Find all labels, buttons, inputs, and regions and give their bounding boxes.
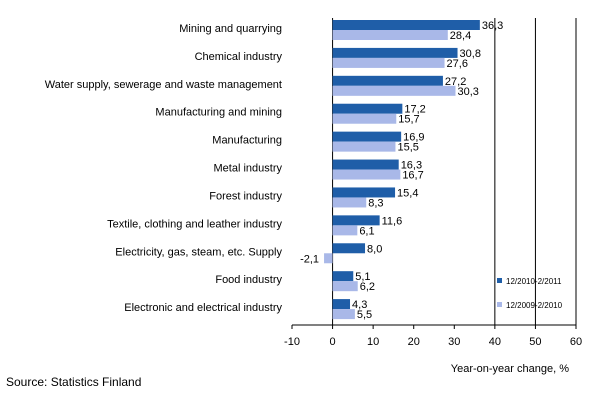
bar bbox=[332, 159, 399, 170]
bar-value-label: 27,2 bbox=[445, 76, 466, 88]
category-label: Metal industry bbox=[214, 163, 283, 175]
source-note: Source: Statistics Finland bbox=[6, 375, 142, 389]
bar bbox=[332, 75, 443, 86]
x-tick-labels: -10 0 10 20 30 40 50 60 bbox=[284, 325, 582, 348]
bar bbox=[332, 103, 403, 114]
bar bbox=[332, 85, 456, 96]
bar-value-label: 27,6 bbox=[447, 58, 468, 70]
x-tick-label: 40 bbox=[489, 336, 501, 348]
x-tick-label: 60 bbox=[570, 336, 582, 348]
category-label: Electricity, gas, steam, etc. Supply bbox=[115, 246, 282, 258]
bar bbox=[332, 113, 397, 124]
category-labels: Mining and quarrying Chemical industry Wat… bbox=[45, 23, 283, 314]
bar-value-label: 15,5 bbox=[397, 142, 418, 154]
bar-value-label: 8,3 bbox=[368, 197, 383, 209]
category-label: Chemical industry bbox=[195, 51, 283, 63]
bar bbox=[332, 141, 396, 152]
category-label: Forest industry bbox=[209, 190, 282, 202]
x-tick-label: 10 bbox=[367, 336, 379, 348]
category-label: Manufacturing bbox=[212, 135, 282, 147]
bar-value-label: 4,3 bbox=[352, 299, 367, 311]
legend-label: 12/2009-2/2010 bbox=[506, 301, 563, 310]
x-tick-label: 30 bbox=[448, 336, 460, 348]
bar bbox=[332, 271, 354, 282]
bar-value-label: 11,6 bbox=[382, 215, 403, 227]
bar bbox=[324, 253, 333, 264]
x-axis-label: Year-on-year change, % bbox=[451, 363, 569, 375]
legend: 12/2010-2/2011 12/2009-2/2010 bbox=[497, 277, 563, 310]
legend-swatch bbox=[497, 302, 502, 307]
bar-value-label: 15,7 bbox=[398, 114, 419, 126]
bar bbox=[332, 57, 445, 68]
x-tick-label: 50 bbox=[529, 336, 541, 348]
x-tick-label: -10 bbox=[284, 336, 300, 348]
bar bbox=[332, 47, 458, 58]
bar-value-label: 8,0 bbox=[367, 243, 382, 255]
bar-value-label: 30,3 bbox=[458, 86, 479, 98]
x-tick-label: 0 bbox=[330, 336, 336, 348]
bar bbox=[332, 30, 448, 40]
legend-label: 12/2010-2/2011 bbox=[506, 277, 562, 286]
bar-value-label: 17,2 bbox=[404, 104, 425, 116]
bar bbox=[332, 197, 367, 208]
bar-value-label: 16,9 bbox=[403, 132, 424, 144]
bar bbox=[332, 187, 396, 198]
bar bbox=[332, 20, 480, 30]
bar-value-label: -2,1 bbox=[300, 253, 319, 265]
bar-value-label: 16,3 bbox=[401, 160, 422, 172]
bar bbox=[332, 131, 402, 142]
bar-value-label: 6,2 bbox=[360, 281, 375, 293]
x-tick-label: 20 bbox=[408, 336, 420, 348]
bar bbox=[332, 169, 401, 180]
legend-swatch bbox=[497, 278, 502, 283]
bars: 36,3 28,4 30,827,6 27,230,3 17,215,7 16,915,5… bbox=[300, 20, 503, 321]
bar-value-label: 5,5 bbox=[357, 309, 372, 321]
category-label: Water supply, sewerage and waste managem… bbox=[45, 79, 282, 91]
category-label: Food industry bbox=[215, 274, 282, 286]
bar-value-label: 36,3 bbox=[482, 20, 503, 32]
bar bbox=[332, 215, 380, 226]
category-label: Mining and quarrying bbox=[179, 23, 282, 35]
bar bbox=[332, 309, 355, 320]
bar-value-label: 16,7 bbox=[402, 170, 423, 182]
bar-value-label: 30,8 bbox=[460, 48, 481, 60]
bar bbox=[332, 225, 358, 236]
bar-value-label: 5,1 bbox=[355, 271, 370, 283]
bar bbox=[332, 299, 351, 310]
bar bbox=[332, 281, 358, 292]
category-label: Electronic and electrical industry bbox=[124, 302, 282, 314]
category-label: Manufacturing and mining bbox=[155, 107, 282, 119]
bar bbox=[332, 243, 366, 254]
bar-value-label: 15,4 bbox=[397, 187, 418, 199]
bar-value-label: 28,4 bbox=[450, 30, 471, 42]
bar-value-label: 6,1 bbox=[359, 225, 374, 237]
category-label: Textile, clothing and leather industry bbox=[107, 218, 282, 230]
